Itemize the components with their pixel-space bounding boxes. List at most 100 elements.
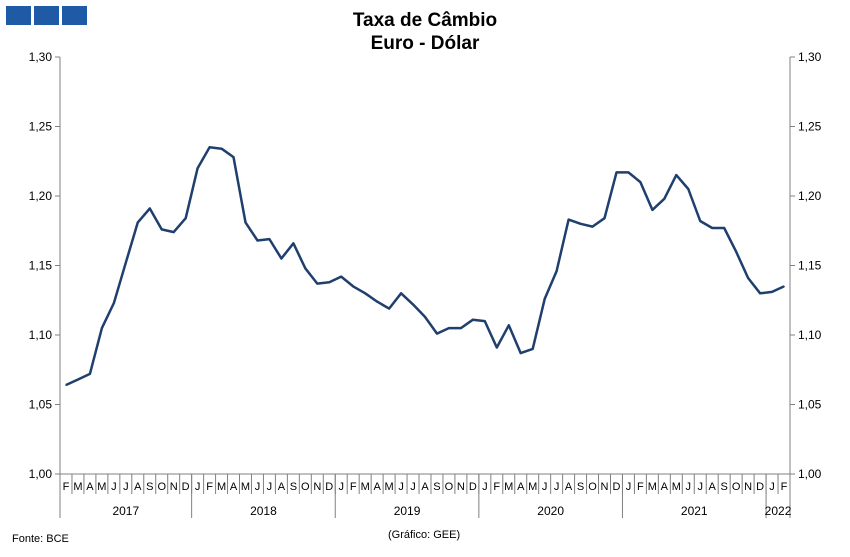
x-month-label: M [385,481,394,493]
data-point [77,378,79,381]
x-month-label: A [517,481,525,493]
x-month-label: M [504,481,513,493]
x-month-label: J [398,481,404,493]
x-month-label: O [588,481,597,493]
x-month-label: A [86,481,94,493]
x-month-label: F [493,481,500,493]
data-point [400,292,402,295]
x-year-label: 2022 [765,504,792,518]
data-point [149,207,151,210]
x-month-label: D [612,481,620,493]
series-line [65,146,785,387]
data-point [472,318,474,321]
data-point [639,181,642,183]
x-month-label: J [697,481,703,493]
x-month-label: N [457,481,465,493]
data-point [388,307,390,310]
x-month-label: M [73,481,82,493]
x-month-label: M [217,481,226,493]
x-month-label: F [350,481,357,493]
x-month-label: A [230,481,238,493]
data-point [364,292,367,295]
data-point [328,281,331,284]
x-month-label: S [577,481,584,493]
x-month-label: A [661,481,669,493]
logo-square [6,6,31,25]
logo-icon [6,6,87,25]
data-point [783,285,785,288]
x-month-label: O [732,481,741,493]
x-month-label: S [290,481,297,493]
data-point [531,348,534,350]
x-month-label: D [756,481,764,493]
data-point [113,302,115,304]
data-point [759,292,761,295]
logo-square [62,6,87,25]
x-month-label: J [769,481,775,493]
x-month-label: J [338,481,344,493]
data-point [508,324,510,327]
y-tick-label-left: 1,00 [29,467,53,481]
x-month-label: N [313,481,321,493]
x-year-label: 2017 [112,504,139,518]
data-point [448,327,450,329]
data-point [496,346,498,349]
y-tick-label-right: 1,00 [798,467,822,481]
data-point [651,209,654,211]
y-tick-label-right: 1,25 [798,120,822,134]
data-point [436,332,438,335]
data-point [65,384,67,386]
data-point [771,291,773,293]
data-point [735,250,737,253]
x-month-label: J [255,481,261,493]
data-point [675,174,678,176]
data-point [627,171,630,174]
data-point [137,221,139,224]
y-tick-label-right: 1,30 [798,50,822,64]
data-point [196,167,199,169]
x-month-label: M [648,481,657,493]
x-month-label: S [433,481,440,493]
x-month-label: D [325,481,333,493]
x-year-label: 2020 [537,504,564,518]
data-point [184,217,187,219]
x-month-label: S [146,481,153,493]
x-month-label: M [241,481,250,493]
x-month-label: J [195,481,201,493]
data-point [687,188,690,190]
x-month-label: O [445,481,454,493]
x-month-label: A [709,481,717,493]
x-month-label: O [157,481,166,493]
x-month-label: J [410,481,416,493]
chart-title-line1: Taxa de Câmbio [352,10,498,31]
x-month-label: S [721,481,728,493]
y-tick-label-left: 1,10 [29,328,53,342]
x-month-label: O [301,481,310,493]
data-point [412,303,414,306]
x-month-label: F [206,481,213,493]
data-point [101,327,103,329]
y-tick-label-left: 1,20 [29,189,53,203]
data-point [663,198,666,200]
x-month-label: M [672,481,681,493]
data-point [567,218,570,221]
data-point [460,327,462,329]
data-point [340,275,343,278]
y-tick-label-right: 1,20 [798,189,822,203]
x-month-label: D [469,481,477,493]
y-tick-label-right: 1,15 [798,259,822,273]
data-point [316,282,319,285]
x-month-label: J [482,481,488,493]
source-note: Fonte: BCE [12,533,69,545]
y-tick-label-left: 1,30 [29,50,53,64]
data-point [304,267,307,270]
data-point [172,231,175,233]
data-point [220,147,223,150]
x-month-label: J [626,481,632,493]
data-point [747,277,749,279]
x-month-label: M [97,481,106,493]
x-month-label: F [637,481,644,493]
y-tick-label-left: 1,15 [29,259,53,273]
x-month-label: J [542,481,548,493]
credit-note: (Gráfico: GEE) [388,529,461,541]
